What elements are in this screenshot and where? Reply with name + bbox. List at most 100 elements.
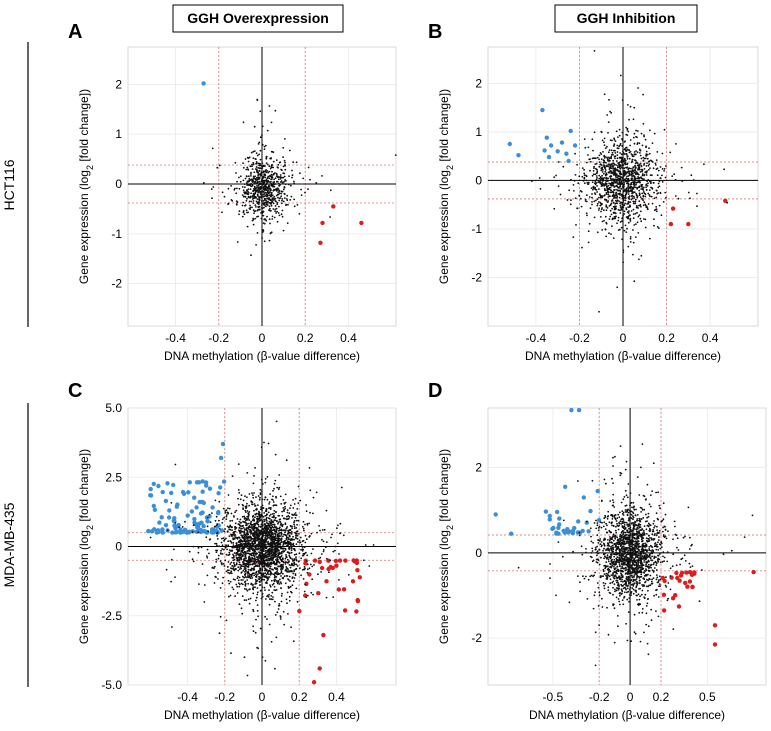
data-point bbox=[723, 198, 728, 203]
data-point bbox=[637, 168, 639, 170]
data-point bbox=[250, 171, 252, 174]
data-point bbox=[302, 578, 305, 580]
data-point bbox=[256, 176, 259, 179]
data-point bbox=[583, 177, 586, 180]
data-point bbox=[206, 556, 209, 559]
data-point bbox=[618, 134, 621, 137]
data-point bbox=[253, 125, 256, 128]
data-point bbox=[285, 575, 288, 577]
data-point bbox=[634, 165, 637, 168]
data-point bbox=[228, 528, 231, 531]
data-point bbox=[538, 177, 541, 179]
data-point bbox=[268, 520, 271, 523]
data-point bbox=[271, 218, 274, 220]
data-point bbox=[568, 128, 573, 134]
data-point bbox=[254, 546, 257, 549]
data-point bbox=[690, 584, 695, 589]
data-point bbox=[628, 172, 631, 175]
data-point bbox=[593, 167, 595, 170]
data-point bbox=[638, 214, 641, 217]
data-point bbox=[649, 174, 652, 177]
data-point bbox=[211, 567, 214, 569]
data-point bbox=[272, 160, 275, 163]
data-point bbox=[597, 209, 600, 211]
data-point bbox=[607, 151, 610, 154]
data-point bbox=[256, 154, 259, 157]
data-point bbox=[546, 154, 552, 160]
data-point bbox=[605, 209, 608, 212]
data-point bbox=[284, 165, 286, 167]
data-point bbox=[218, 528, 221, 530]
data-point bbox=[655, 578, 658, 581]
data-point bbox=[254, 516, 256, 519]
data-point bbox=[260, 179, 263, 182]
data-point bbox=[280, 529, 283, 532]
data-point bbox=[236, 187, 238, 190]
data-point bbox=[598, 177, 601, 180]
data-point bbox=[263, 498, 266, 501]
data-point bbox=[703, 163, 705, 166]
data-point bbox=[656, 226, 659, 228]
data-point bbox=[218, 164, 221, 167]
data-point bbox=[260, 529, 263, 532]
data-point bbox=[598, 193, 601, 196]
data-point bbox=[272, 538, 274, 541]
data-point bbox=[287, 585, 290, 588]
data-point bbox=[630, 167, 632, 170]
data-point bbox=[256, 98, 259, 101]
data-point bbox=[610, 167, 613, 170]
data-point bbox=[272, 542, 274, 545]
data-point bbox=[249, 165, 252, 168]
data-point bbox=[276, 201, 279, 204]
data-point bbox=[264, 197, 267, 200]
data-point bbox=[259, 167, 261, 169]
data-point bbox=[668, 221, 674, 227]
data-point bbox=[617, 219, 620, 222]
data-point bbox=[584, 198, 587, 201]
data-point bbox=[240, 564, 243, 567]
data-point bbox=[696, 205, 698, 208]
data-point bbox=[675, 143, 677, 145]
data-point bbox=[257, 174, 259, 177]
data-point bbox=[277, 166, 279, 169]
data-point bbox=[265, 516, 268, 519]
data-point bbox=[242, 211, 245, 214]
data-point bbox=[646, 185, 649, 187]
data-point bbox=[617, 192, 619, 195]
data-point bbox=[248, 547, 250, 549]
data-point bbox=[260, 217, 263, 220]
data-point bbox=[280, 192, 283, 195]
data-point bbox=[605, 235, 607, 238]
data-point bbox=[262, 186, 265, 189]
data-point bbox=[283, 510, 285, 512]
data-point bbox=[301, 546, 304, 548]
data-point bbox=[230, 652, 232, 655]
data-point bbox=[595, 178, 598, 181]
data-point bbox=[259, 136, 262, 139]
data-point bbox=[258, 170, 261, 172]
data-point bbox=[674, 570, 679, 576]
data-point bbox=[209, 527, 215, 532]
data-point bbox=[362, 559, 365, 562]
data-point bbox=[621, 131, 624, 134]
data-point bbox=[234, 564, 236, 567]
y-tick-label: -2 bbox=[471, 270, 482, 284]
data-point bbox=[627, 188, 630, 190]
data-point bbox=[271, 175, 274, 177]
data-point bbox=[277, 191, 280, 194]
data-point bbox=[248, 177, 251, 180]
data-point bbox=[268, 218, 271, 221]
data-point bbox=[253, 185, 256, 188]
data-point bbox=[298, 552, 301, 555]
x-tick-label: 0 bbox=[259, 331, 266, 345]
data-point bbox=[658, 185, 661, 188]
data-point bbox=[610, 175, 613, 178]
data-point bbox=[284, 505, 286, 508]
data-point bbox=[238, 213, 240, 216]
data-point bbox=[598, 188, 600, 190]
data-point bbox=[653, 197, 656, 200]
data-point bbox=[646, 602, 649, 605]
data-point bbox=[260, 204, 263, 207]
data-point bbox=[289, 149, 291, 152]
data-point bbox=[251, 556, 254, 559]
